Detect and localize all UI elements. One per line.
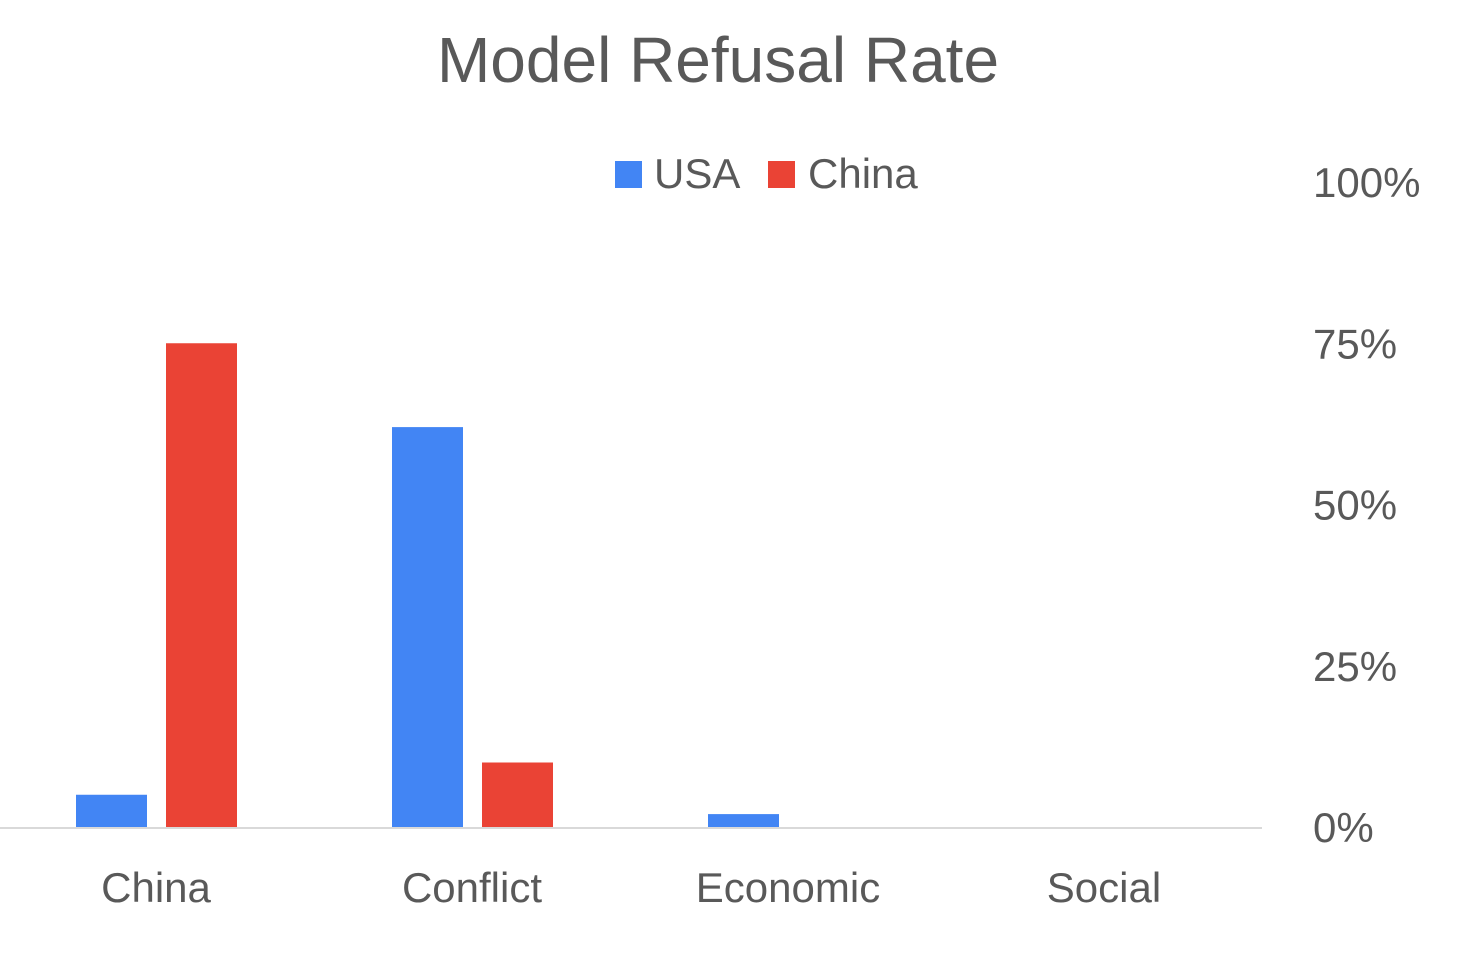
bar-china-china bbox=[166, 343, 237, 827]
y-tick-label: 0% bbox=[1313, 804, 1374, 851]
bar-usa-economic bbox=[708, 814, 779, 827]
legend: USA China bbox=[615, 150, 918, 197]
bar-usa-conflict bbox=[392, 427, 463, 827]
bar-china-conflict bbox=[482, 762, 553, 827]
legend-swatch-china bbox=[768, 161, 795, 188]
legend-label-usa: USA bbox=[654, 150, 740, 197]
y-tick-label: 25% bbox=[1313, 643, 1397, 690]
x-tick-label: Economic bbox=[696, 864, 880, 911]
y-tick-label: 75% bbox=[1313, 320, 1397, 367]
legend-swatch-usa bbox=[615, 161, 642, 188]
x-tick-label: Conflict bbox=[402, 864, 542, 911]
y-tick-label: 50% bbox=[1313, 482, 1397, 529]
chart-title: Model Refusal Rate bbox=[437, 24, 999, 96]
plot-area: China Conflict Economic Social 0% 25% 50% 75% 10… bbox=[0, 159, 1420, 911]
x-tick-label: Social bbox=[1047, 864, 1161, 911]
legend-label-china: China bbox=[808, 150, 918, 197]
y-tick-label: 100% bbox=[1313, 159, 1420, 206]
bar-usa-china bbox=[76, 794, 147, 827]
x-tick-label: China bbox=[101, 864, 211, 911]
